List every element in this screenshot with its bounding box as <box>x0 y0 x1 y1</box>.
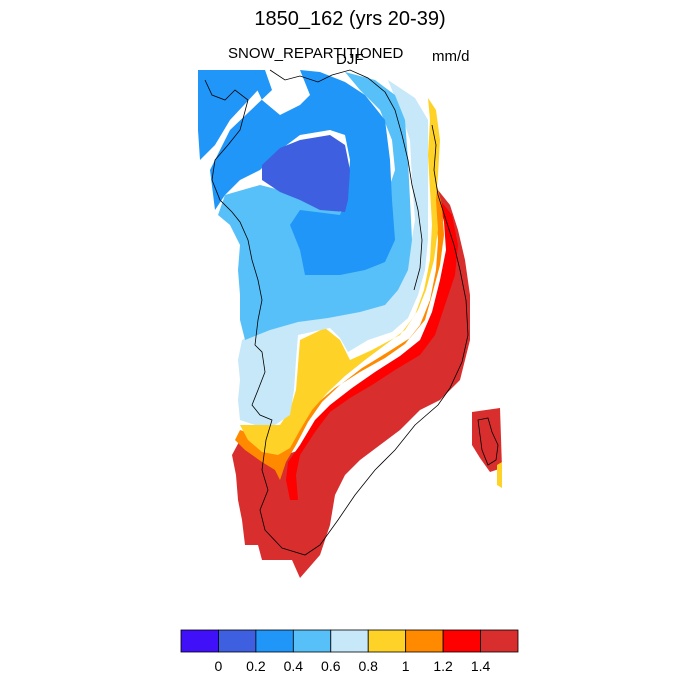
colorbar-tick-label: 0.2 <box>246 658 266 674</box>
fill-island-edge <box>497 462 502 488</box>
colorbar-tick-label: 1.4 <box>471 658 491 674</box>
fill-1.0-1.2 <box>235 182 444 480</box>
colorbar: 0 0.2 0.4 0.6 0.8 1 1.2 1.4 <box>180 629 519 674</box>
colorbar-box-7 <box>442 629 481 653</box>
colorbar-boxes <box>180 629 519 653</box>
variable-label: SNOW_REPARTITIONED <box>228 45 404 62</box>
fill-0.0-0.2 <box>262 135 350 212</box>
colorbar-tick-label: 1 <box>402 658 410 674</box>
colorbar-box-4 <box>330 629 369 653</box>
coastlines <box>204 69 499 556</box>
colorbar-tick-label: 0.8 <box>358 658 378 674</box>
colorbar-box-2 <box>255 629 294 653</box>
fill-island <box>472 408 502 472</box>
colorbar-tick-label: 1.2 <box>433 658 453 674</box>
colorbar-tick-label: 0.6 <box>321 658 341 674</box>
colorbar-tick-label: 0 <box>215 658 223 674</box>
colorbar-box-8 <box>480 629 519 653</box>
colorbar-tick-label: 0.4 <box>284 658 304 674</box>
map-title: 1850_162 (yrs 20-39) <box>254 8 446 30</box>
fill-0.6-0.8 <box>238 80 428 425</box>
colorbar-box-5 <box>367 629 407 653</box>
coastline-island <box>477 417 499 466</box>
season-label: DJF <box>336 51 364 68</box>
fill-1.2-1.4 <box>286 200 458 500</box>
fill-0.2-0.4-west <box>198 70 258 160</box>
coastline-west <box>204 79 469 556</box>
colorbar-box-6 <box>405 629 444 653</box>
colorbar-box-0 <box>180 629 219 653</box>
colorbar-box-3 <box>292 629 332 653</box>
coastline-north <box>269 69 423 291</box>
units-label: mm/d <box>432 48 470 65</box>
colorbar-box-1 <box>218 629 257 653</box>
fill-0.2-0.4 <box>198 70 395 275</box>
contour-fills <box>198 70 502 578</box>
colorbar-labels: 0 0.2 0.4 0.6 0.8 1 1.2 1.4 <box>215 658 491 674</box>
